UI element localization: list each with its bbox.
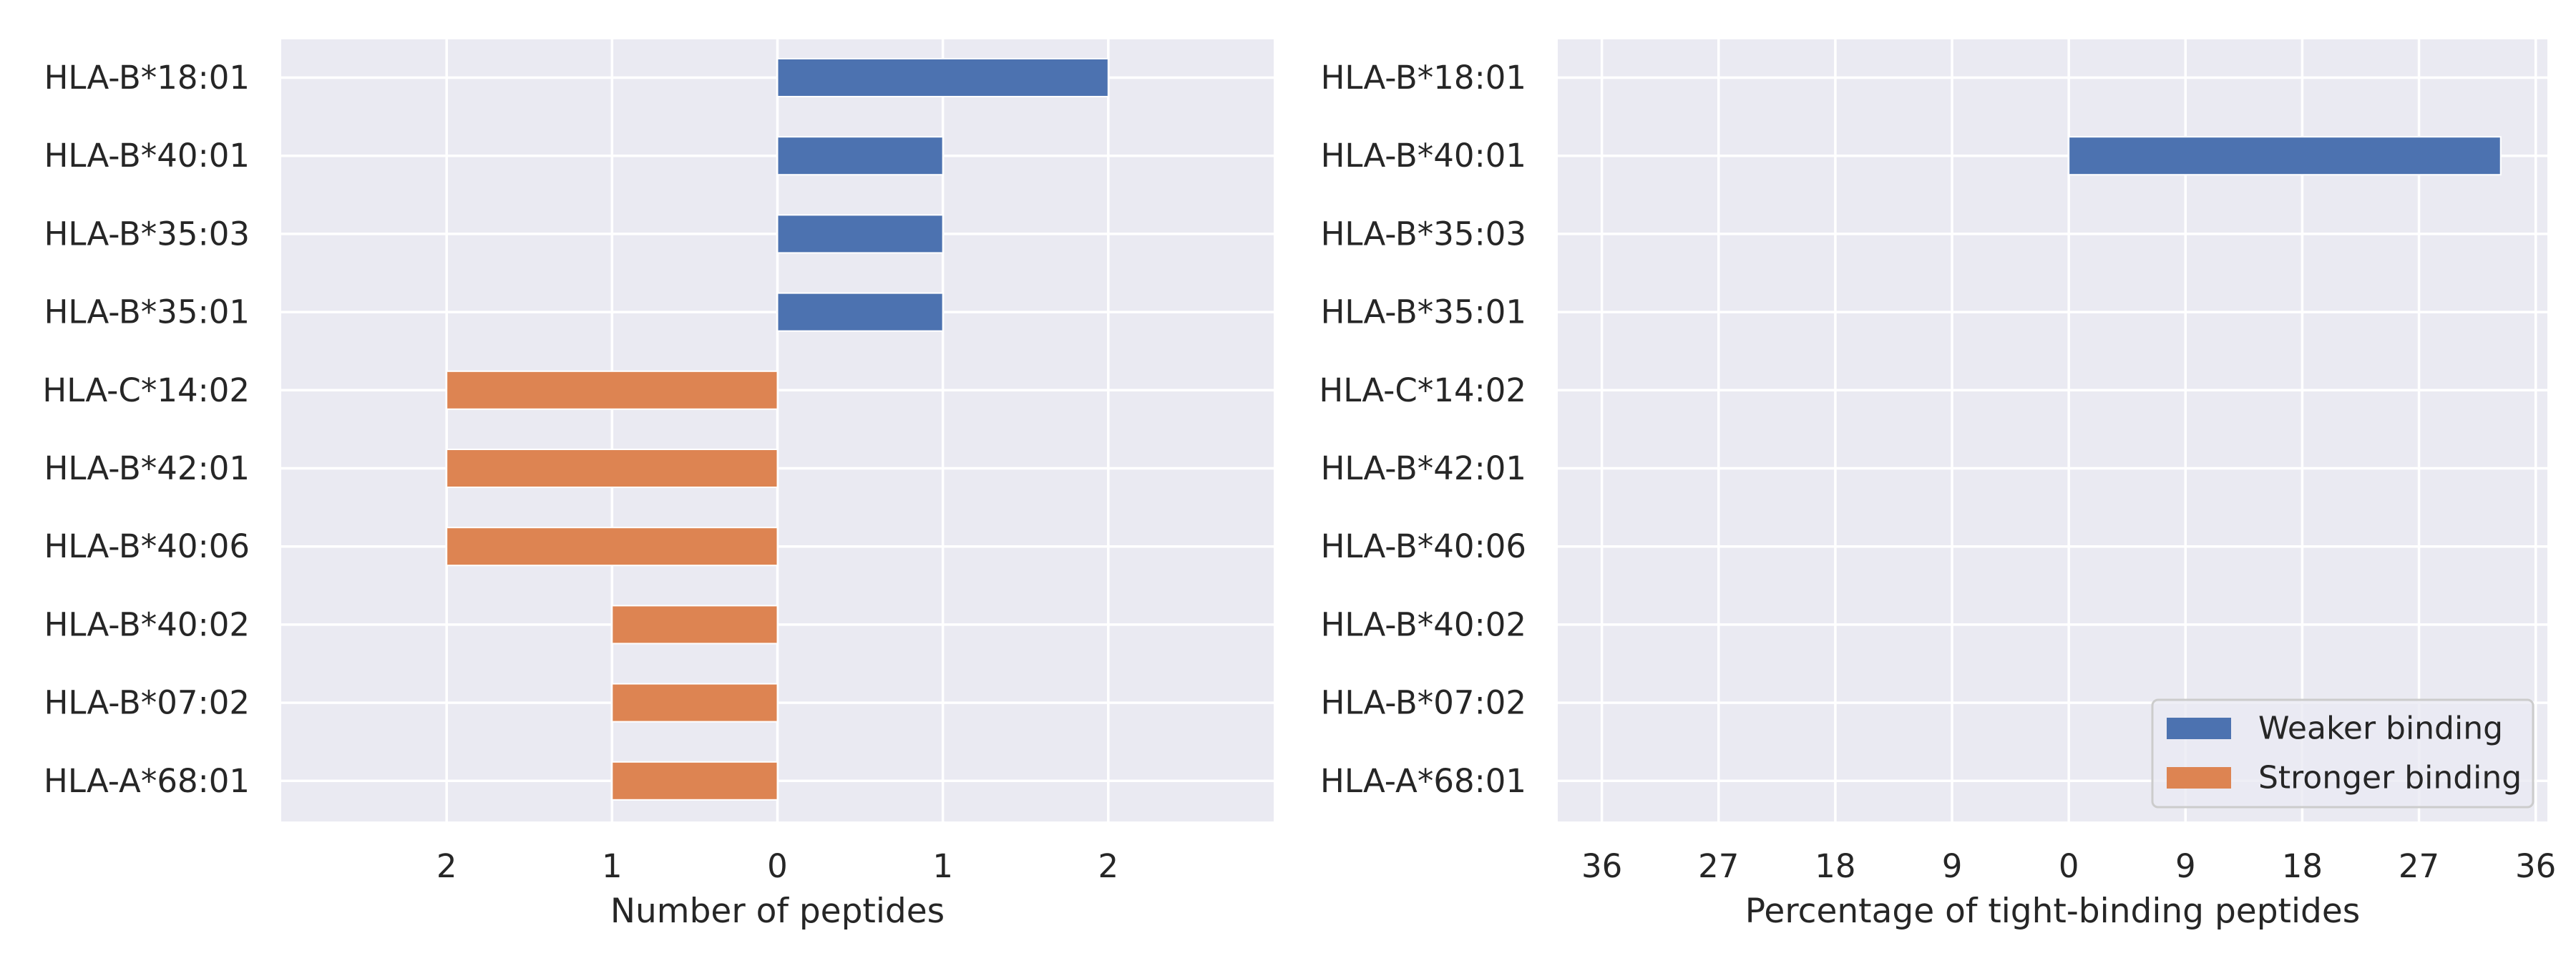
bar-weaker-binding: [776, 136, 944, 176]
bar-weaker-binding: [2068, 136, 2502, 176]
x-tick-label: 27: [1698, 847, 1739, 885]
x-tick-label: 36: [1581, 847, 1622, 885]
y-tick-label: HLA-B*40:06: [44, 527, 250, 565]
y-tick-label: HLA-C*14:02: [1319, 371, 1526, 409]
y-tick-label: HLA-B*35:01: [1321, 293, 1526, 331]
x-tick-label: 9: [2175, 847, 2196, 885]
x-tick-label: 0: [2059, 847, 2079, 885]
x-tick-label: 36: [2515, 847, 2556, 885]
bar-stronger-binding: [611, 683, 779, 723]
x-tick-label: 18: [1815, 847, 1855, 885]
x-tick-label: 0: [767, 847, 788, 885]
x-axis-label: Percentage of tight-binding peptides: [1745, 892, 2361, 931]
y-tick-label: HLA-B*07:02: [1321, 684, 1526, 722]
chart-tight-binding-percentage: HLA-B*18:01 HLA-B*40:01 HLA-B*35:03 HLA-B*3…: [1319, 39, 2556, 931]
y-tick-label: HLA-B*18:01: [44, 59, 250, 97]
y-tick-label: HLA-B*42:01: [44, 449, 250, 487]
y-tick-label: HLA-A*68:01: [1320, 762, 1526, 800]
y-tick-label: HLA-A*68:01: [44, 762, 250, 800]
legend-swatch: [2167, 718, 2231, 739]
y-tick-label: HLA-C*14:02: [42, 371, 250, 409]
legend-frame: [2151, 698, 2534, 809]
y-tick-label: HLA-B*42:01: [1321, 449, 1526, 487]
x-tick-label: 1: [602, 847, 623, 885]
x-tick-label: 18: [2282, 847, 2323, 885]
y-tick-label: HLA-B*35:03: [44, 215, 250, 253]
x-tick-label: 27: [2399, 847, 2439, 885]
bar-weaker-binding: [776, 58, 1109, 97]
y-tick-label: HLA-B*40:02: [44, 605, 250, 643]
chart-peptide-count: HLA-B*18:01 HLA-B*40:01 HLA-B*35:03 HLA-B*3…: [42, 39, 1274, 931]
y-tick-label: HLA-B*40:01: [44, 137, 250, 175]
y-tick-label: HLA-B*40:02: [1321, 605, 1526, 643]
legend-label: Weaker binding: [2258, 711, 2503, 747]
bar-stronger-binding: [446, 370, 779, 410]
bar-stronger-binding: [611, 605, 779, 645]
legend: Weaker binding Stronger binding: [2151, 698, 2534, 809]
bar-stronger-binding: [446, 449, 779, 488]
x-tick-label: 9: [1942, 847, 1963, 885]
y-tick-label: HLA-B*40:01: [1321, 137, 1526, 175]
legend-swatch: [2167, 767, 2231, 789]
legend-label: Stronger binding: [2258, 760, 2522, 796]
x-axis-label: Number of peptides: [610, 892, 945, 931]
y-tick-label: HLA-B*18:01: [1321, 59, 1526, 97]
bar-stronger-binding: [446, 527, 779, 567]
y-tick-label: HLA-B*35:01: [44, 293, 250, 331]
y-tick-label: HLA-B*07:02: [44, 684, 250, 722]
bar-weaker-binding: [776, 292, 944, 332]
bar-weaker-binding: [776, 214, 944, 254]
x-tick-label: 1: [932, 847, 953, 885]
x-tick-label: 2: [1098, 847, 1119, 885]
bar-stronger-binding: [611, 761, 779, 801]
y-tick-label: HLA-B*35:03: [1321, 215, 1526, 253]
y-tick-label: HLA-B*40:06: [1321, 527, 1526, 565]
x-tick-label: 2: [436, 847, 457, 885]
